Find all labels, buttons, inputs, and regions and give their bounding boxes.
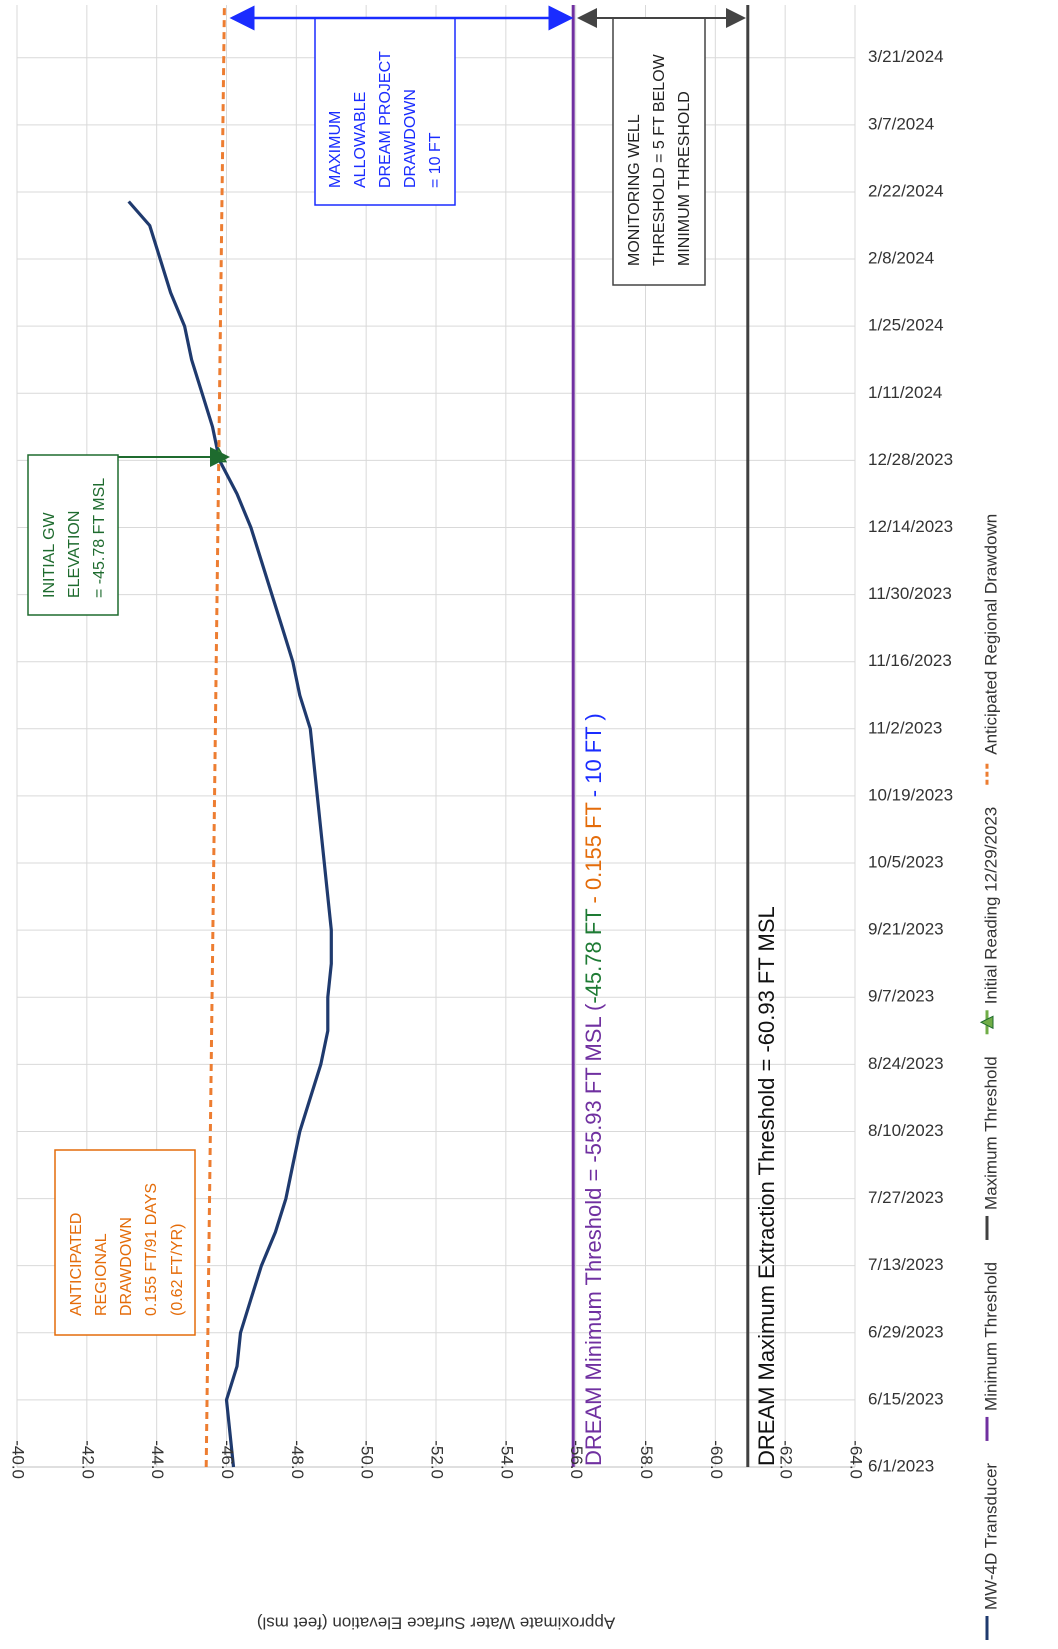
allowable-box bbox=[314, 17, 456, 206]
annotation-text: ANTICIPATED bbox=[68, 1213, 85, 1316]
y-tick-label: -54.0 bbox=[497, 1440, 516, 1479]
annotation-text: DREAM PROJECT bbox=[377, 51, 394, 188]
x-tick-label: 7/13/2023 bbox=[868, 1255, 944, 1274]
legend-label: MW-4D Transducer bbox=[981, 1463, 1000, 1610]
legend-label: Initial Reading 12/29/2023 bbox=[981, 807, 1000, 1005]
x-tick-label: 2/8/2024 bbox=[868, 249, 934, 268]
y-tick-label: -52.0 bbox=[428, 1440, 447, 1479]
x-tick-label: 12/14/2023 bbox=[868, 517, 953, 536]
labels: -40.0 -42.0 -44.0 -46.0 -48.0 -50.0 -52.0 -54.0… bbox=[9, 47, 1000, 1640]
x-tick-label: 3/21/2024 bbox=[868, 47, 944, 66]
label-part: -45.78 FT bbox=[581, 909, 606, 1004]
x-tick-label: 6/15/2023 bbox=[868, 1389, 944, 1408]
series-line bbox=[127, 200, 333, 1468]
x-tick-label: 11/16/2023 bbox=[868, 651, 952, 670]
y-tick-label: -60.0 bbox=[707, 1440, 726, 1479]
x-tick-label: 12/28/2023 bbox=[868, 450, 953, 469]
min-threshold-label: DREAM Minimum Threshold = -55.93 FT MSL … bbox=[581, 713, 606, 1466]
grid bbox=[16, 5, 856, 1468]
x-tick-label: 8/10/2023 bbox=[868, 1121, 944, 1140]
x-tick-label: 1/11/2024 bbox=[868, 383, 942, 402]
x-tick-label: 6/1/2023 bbox=[868, 1456, 934, 1475]
x-tick-label: 11/2/2023 bbox=[868, 718, 942, 737]
label-part: - 0.155 FT bbox=[581, 802, 606, 903]
x-tick-label: 3/7/2024 bbox=[868, 114, 934, 133]
annotation-text: MAXIMUM bbox=[327, 111, 344, 188]
annotation-text: = -45.78 FT MSL bbox=[91, 478, 108, 598]
annotation-text: ELEVATION bbox=[66, 511, 83, 598]
x-tick-label: 2/22/2024 bbox=[868, 181, 944, 200]
annotation-text: INITIAL GW bbox=[41, 511, 58, 598]
y-tick-label: -44.0 bbox=[148, 1440, 167, 1479]
x-tick-label: 10/19/2023 bbox=[868, 785, 953, 804]
annotation-text: MINIMUM THRESHOLD bbox=[676, 91, 693, 266]
annotation-text: DRAWDOWN bbox=[402, 89, 419, 188]
regional-box bbox=[54, 1149, 196, 1336]
x-tick-label: 1/25/2024 bbox=[868, 316, 944, 335]
annotation-text: = 10 FT bbox=[427, 132, 444, 188]
annotation-text: ALLOWABLE bbox=[352, 92, 369, 188]
y-tick-label: -62.0 bbox=[777, 1440, 796, 1479]
label-part: - 10 FT ) bbox=[581, 713, 606, 797]
x-tick-label: 9/21/2023 bbox=[868, 920, 944, 939]
x-tick-label: 7/27/2023 bbox=[868, 1188, 944, 1207]
monitoring-box bbox=[612, 17, 706, 286]
annotation-boxes bbox=[27, 17, 706, 1336]
annotation-text: DRAWDOWN bbox=[118, 1217, 135, 1316]
arrows bbox=[118, 5, 746, 467]
x-tick-label: 8/24/2023 bbox=[868, 1054, 944, 1073]
annotation-text: (0.62 FT/YR) bbox=[169, 1224, 186, 1316]
y-tick-label: -58.0 bbox=[637, 1440, 656, 1479]
y-tick-label: -64.0 bbox=[847, 1440, 866, 1479]
legend-label: Maximum Threshold bbox=[981, 1056, 1000, 1210]
axis-title: Approximate Water Surface Elevation (fee… bbox=[257, 1614, 615, 1633]
data bbox=[127, 4, 750, 1468]
initial-box bbox=[27, 454, 119, 616]
label-part: DREAM Minimum Threshold = -55.93 FT MSL … bbox=[581, 1003, 606, 1466]
y-tick-label: -56.0 bbox=[567, 1440, 586, 1479]
x-tick-label: 11/30/2023 bbox=[868, 584, 952, 603]
x-tick-label: 10/5/2023 bbox=[868, 853, 944, 872]
series-line bbox=[204, 4, 226, 1468]
y-tick-label: -48.0 bbox=[288, 1440, 307, 1479]
y-tick-label: -42.0 bbox=[78, 1440, 97, 1479]
x-tick-label: 9/7/2023 bbox=[868, 987, 934, 1006]
y-tick-label: -40.0 bbox=[9, 1440, 28, 1479]
y-tick-label: -50.0 bbox=[358, 1440, 377, 1479]
annotation-text: THRESHOLD = 5 FT BELOW bbox=[651, 53, 668, 266]
annotation-text: 0.155 FT/91 DAYS bbox=[143, 1183, 160, 1316]
annotation-text: MONITORING WELL bbox=[626, 114, 643, 266]
legend-marker bbox=[979, 1015, 994, 1030]
legend-label: Anticipated Regional Drawdown bbox=[981, 514, 1000, 755]
x-tick-label: 6/29/2023 bbox=[868, 1322, 944, 1341]
y-tick-label: -46.0 bbox=[218, 1440, 237, 1479]
legend-label: Minimum Threshold bbox=[981, 1262, 1000, 1411]
max-threshold-label: DREAM Maximum Extraction Threshold = -60… bbox=[754, 906, 779, 1466]
annotation-text: REGIONAL bbox=[93, 1233, 110, 1316]
